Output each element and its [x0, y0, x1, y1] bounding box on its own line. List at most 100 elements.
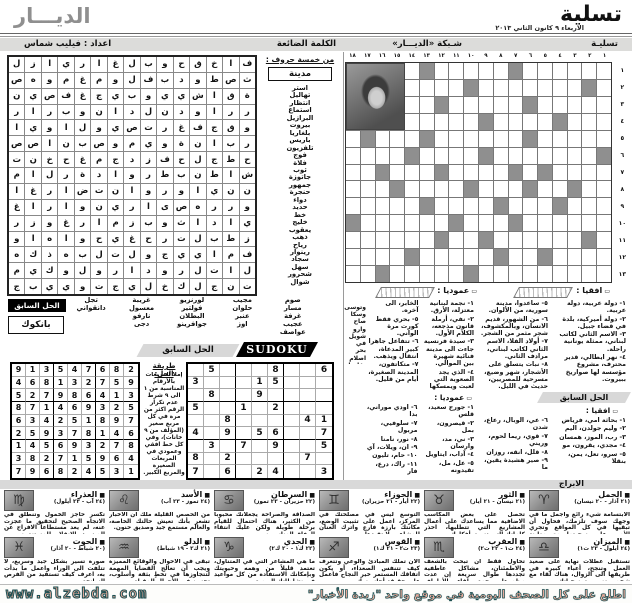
sudoku-puzzle-cell[interactable] [220, 440, 236, 453]
wordsearch-letter-cell[interactable]: ا [25, 104, 41, 120]
crossword-cell[interactable] [552, 63, 567, 79]
wordsearch-letter-cell[interactable]: د [91, 168, 107, 183]
crossword-cell[interactable] [493, 130, 508, 147]
crossword-cell[interactable] [449, 147, 464, 164]
crossword-cell[interactable] [597, 130, 611, 147]
wordsearch-letter-cell[interactable]: ص [124, 120, 140, 136]
wordsearch-letter-cell[interactable]: ط [223, 231, 239, 247]
crossword-cell[interactable] [582, 130, 597, 147]
sudoku-puzzle-cell[interactable] [284, 465, 300, 478]
wordsearch-letter-cell[interactable]: ن [157, 104, 173, 120]
crossword-cell[interactable] [434, 249, 449, 266]
crossword-cell[interactable] [434, 266, 449, 282]
wordsearch-letter-cell[interactable]: ج [206, 279, 223, 294]
wordsearch-letter-cell[interactable]: ي [206, 183, 223, 199]
wordsearch-letter-cell[interactable]: خ [206, 57, 223, 72]
wordsearch-letter-cell[interactable]: ر [58, 168, 74, 183]
wordsearch-letter-cell[interactable]: ر [9, 104, 25, 120]
wordsearch-letter-cell[interactable]: ا [223, 263, 239, 279]
wordsearch-letter-cell[interactable]: و [140, 88, 157, 104]
crossword-cell[interactable] [346, 164, 360, 181]
crossword-cell[interactable] [449, 181, 464, 198]
crossword-cell[interactable] [375, 181, 390, 198]
wordsearch-letter-cell[interactable]: ا [223, 215, 239, 231]
crossword-cell[interactable] [552, 96, 567, 113]
wordsearch-letter-cell[interactable]: ب [140, 57, 157, 72]
crossword-cell[interactable] [390, 232, 405, 249]
crossword-cell[interactable] [597, 266, 611, 282]
sudoku-puzzle-cell[interactable] [236, 465, 252, 478]
crossword-cell[interactable] [493, 79, 508, 96]
wordsearch-letter-cell[interactable]: خ [41, 152, 58, 168]
wordsearch-letter-cell[interactable]: ن [91, 104, 107, 120]
crossword-cell[interactable] [508, 147, 523, 164]
crossword-cell[interactable] [538, 63, 552, 79]
crossword-cell[interactable] [419, 79, 434, 96]
sudoku-puzzle-cell[interactable] [204, 376, 220, 390]
wordsearch-letter-cell[interactable]: ر [223, 199, 239, 215]
wordsearch-letter-cell[interactable]: ت [107, 247, 124, 263]
wordsearch-letter-cell[interactable]: ب [140, 215, 157, 231]
wordsearch-letter-cell[interactable]: غ [74, 152, 91, 168]
crossword-cell[interactable] [419, 96, 434, 113]
crossword-cell[interactable] [523, 147, 538, 164]
crossword-cell[interactable] [538, 215, 552, 232]
sudoku-puzzle-cell[interactable] [252, 414, 268, 428]
wordsearch-letter-cell[interactable]: ق [223, 88, 239, 104]
crossword-cell[interactable] [405, 198, 419, 215]
wordsearch-letter-cell[interactable]: ح [239, 152, 255, 168]
wordsearch-letter-cell[interactable]: ن [239, 183, 255, 199]
crossword-cell[interactable] [346, 181, 360, 198]
wordsearch-letter-cell[interactable]: ل [124, 57, 140, 72]
wordsearch-letter-cell[interactable]: م [91, 72, 107, 88]
wordsearch-letter-cell[interactable]: ر [223, 104, 239, 120]
sudoku-puzzle-cell[interactable] [252, 440, 268, 453]
crossword-cell[interactable] [419, 147, 434, 164]
crossword-cell[interactable] [449, 266, 464, 282]
wordsearch-letter-cell[interactable]: ي [41, 279, 58, 294]
crossword-cell[interactable] [567, 266, 582, 282]
wordsearch-letter-cell[interactable]: م [9, 263, 25, 279]
wordsearch-letter-cell[interactable]: و [107, 72, 124, 88]
crossword-cell[interactable] [390, 266, 405, 282]
crossword-cell[interactable] [375, 215, 390, 232]
sudoku-puzzle-cell[interactable] [300, 389, 316, 402]
sudoku-puzzle-cell[interactable] [284, 452, 300, 466]
crossword-cell[interactable] [493, 215, 508, 232]
wordsearch-letter-cell[interactable]: ب [58, 104, 74, 120]
sudoku-puzzle-cell[interactable] [188, 414, 204, 428]
wordsearch-letter-cell[interactable]: ب [206, 231, 223, 247]
wordsearch-letter-cell[interactable]: ت [91, 183, 107, 199]
crossword-cell[interactable] [346, 147, 360, 164]
wordsearch-letter-cell[interactable]: ط [206, 72, 223, 88]
sudoku-puzzle-cell[interactable] [236, 427, 252, 440]
crossword-cell[interactable] [479, 181, 493, 198]
wordsearch-letter-cell[interactable]: ب [223, 136, 239, 152]
crossword-cell[interactable] [508, 232, 523, 249]
wordsearch-letter-cell[interactable]: ا [206, 88, 223, 104]
wordsearch-letter-cell[interactable]: و [157, 263, 173, 279]
crossword-cell[interactable] [493, 96, 508, 113]
wordsearch-letter-cell[interactable]: و [140, 247, 157, 263]
wordsearch-letter-cell[interactable]: ل [190, 263, 206, 279]
crossword-cell[interactable] [508, 198, 523, 215]
crossword-cell[interactable] [449, 63, 464, 79]
wordsearch-letter-cell[interactable]: ي [173, 88, 190, 104]
wordsearch-letter-cell[interactable]: ف [140, 72, 157, 88]
wordsearch-letter-cell[interactable]: ر [9, 215, 25, 231]
wordsearch-letter-cell[interactable]: ى [157, 199, 173, 215]
wordsearch-letter-cell[interactable]: ب [74, 247, 91, 263]
crossword-cell[interactable] [464, 198, 479, 215]
crossword-cell[interactable] [434, 113, 449, 130]
crossword-cell[interactable] [464, 215, 479, 232]
crossword-cell[interactable] [346, 198, 360, 215]
crossword-cell[interactable] [419, 215, 434, 232]
wordsearch-letter-cell[interactable]: ز [140, 152, 157, 168]
sudoku-puzzle-cell[interactable] [252, 364, 268, 377]
wordsearch-letter-cell[interactable]: ق [190, 57, 206, 72]
sudoku-puzzle-cell[interactable] [284, 364, 300, 377]
wordsearch-letter-cell[interactable]: غ [74, 72, 91, 88]
crossword-cell[interactable] [464, 249, 479, 266]
crossword-cell[interactable] [597, 232, 611, 249]
crossword-cell[interactable] [508, 266, 523, 282]
